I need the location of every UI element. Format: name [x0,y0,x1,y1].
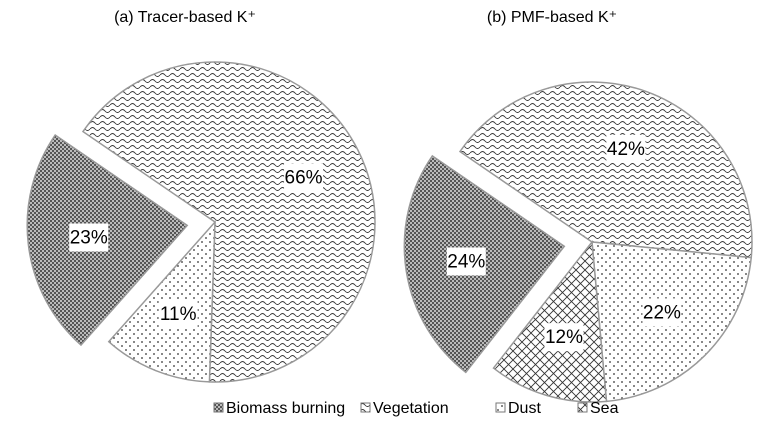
data-label: 66% [285,167,323,188]
data-label: 11% [160,304,197,325]
legend-swatch [577,402,588,413]
label-bg [544,323,584,352]
data-label: 24% [447,251,485,272]
data-label: 12% [545,327,583,348]
label-bg [158,300,198,329]
legend-label: Vegetation [373,400,449,417]
legend-label: Dust [508,400,541,417]
pie-slice [81,61,376,383]
pie-slice [492,240,608,403]
legend-swatch [360,402,371,413]
label-bg [446,247,486,276]
label-bg [69,223,109,252]
label-bg [642,298,682,327]
pie-slice [458,81,753,259]
data-label: 23% [70,228,108,249]
data-label: 42% [607,139,645,160]
legend-label: Biomass burning [226,400,345,417]
label-bg [284,163,324,192]
data-label: 22% [643,302,681,323]
chart-title: (b) PMF-based K⁺ [487,9,617,26]
chart-title: (a) Tracer-based K⁺ [114,9,256,26]
label-bg [606,134,646,163]
legend-swatch [495,402,506,413]
legend-swatch [213,402,224,413]
legend-label: Sea [590,400,619,417]
